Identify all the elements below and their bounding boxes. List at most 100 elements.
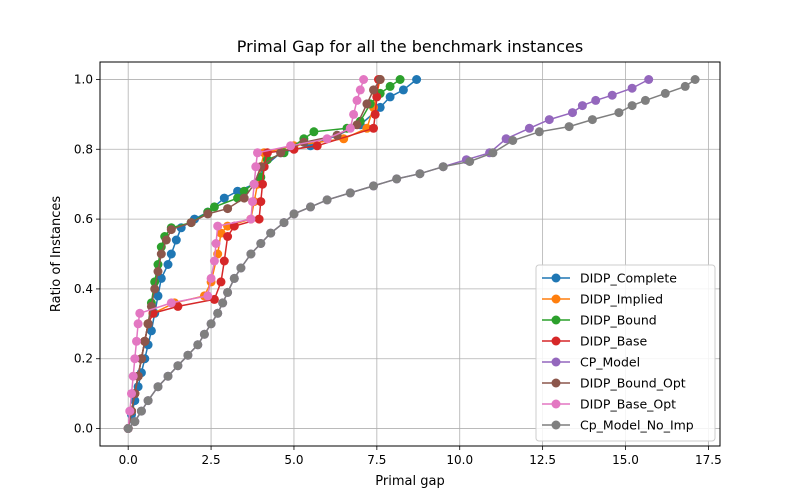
series-layer <box>123 75 700 433</box>
data-point <box>219 193 229 203</box>
data-point <box>206 319 216 329</box>
y-tick-label: 0.2 <box>74 352 93 366</box>
data-point <box>229 221 239 231</box>
data-point <box>132 336 141 346</box>
data-point <box>163 260 173 269</box>
data-point <box>438 162 448 172</box>
x-tick-label: 10.0 <box>446 453 473 467</box>
data-point <box>206 273 216 283</box>
data-point <box>398 85 408 95</box>
data-point <box>349 109 359 119</box>
data-point <box>218 298 228 308</box>
data-point <box>690 75 700 84</box>
data-point <box>143 319 153 329</box>
legend-marker <box>551 273 561 283</box>
data-point <box>276 148 286 158</box>
chart-title: Primal Gap for all the benchmark instanc… <box>237 37 583 56</box>
legend-marker <box>551 315 561 325</box>
data-point <box>156 273 166 283</box>
x-tick-label: 12.5 <box>529 453 556 467</box>
x-tick-label: 2.5 <box>202 453 221 467</box>
data-point <box>607 90 617 100</box>
data-point <box>415 169 425 179</box>
plot-frame <box>99 61 721 447</box>
data-point <box>660 88 670 98</box>
data-point <box>136 354 146 364</box>
data-point <box>161 235 171 245</box>
legend-label: DIDP_Bound_Opt <box>580 376 686 391</box>
x-axis-label: Primal gap <box>375 474 444 489</box>
legend-marker <box>551 378 561 388</box>
data-point <box>173 301 183 311</box>
x-axis: 0.0 2.5 5.0 7.5 10.0 12.5 15.0 17.5 <box>119 446 722 467</box>
legend-label: CP_Model <box>580 355 640 370</box>
legend-marker <box>551 420 561 430</box>
legend-marker <box>551 357 561 367</box>
data-point <box>213 308 223 318</box>
data-point <box>392 174 402 184</box>
y-axis-label: Ratio of Instances <box>49 196 64 312</box>
data-point <box>135 308 145 318</box>
legend-label: Cp_Model_No_Imp <box>580 418 694 433</box>
data-point <box>166 249 176 259</box>
data-point <box>249 179 259 189</box>
x-tick-label: 7.5 <box>367 453 386 467</box>
data-point <box>385 92 395 102</box>
data-point <box>412 75 422 84</box>
data-point <box>128 371 138 381</box>
data-point <box>627 101 637 111</box>
x-tick-label: 0.0 <box>119 453 138 467</box>
data-point <box>289 209 299 219</box>
data-point <box>375 75 385 84</box>
data-point <box>369 85 378 95</box>
data-point <box>156 249 166 259</box>
data-point <box>216 277 226 287</box>
data-point <box>564 122 574 132</box>
legend-label: DIDP_Bound <box>580 313 657 328</box>
data-point <box>130 354 140 364</box>
data-point <box>375 102 385 112</box>
data-point <box>312 141 322 151</box>
data-point <box>534 127 544 137</box>
data-point <box>279 218 289 228</box>
data-point <box>644 75 654 84</box>
data-point <box>256 197 266 207</box>
data-point <box>254 214 264 224</box>
data-point <box>640 95 650 105</box>
data-point <box>286 141 296 151</box>
data-point <box>246 249 256 259</box>
data-point <box>246 214 256 224</box>
data-point <box>186 218 196 228</box>
data-point <box>239 193 249 203</box>
data-point <box>253 148 262 158</box>
data-point <box>614 108 624 118</box>
y-tick-label: 1.0 <box>74 72 93 86</box>
data-point <box>587 115 597 125</box>
data-point <box>223 204 233 214</box>
y-tick-label: 0.6 <box>74 212 93 226</box>
data-point <box>136 406 146 416</box>
data-point <box>362 99 372 109</box>
data-point <box>309 127 319 137</box>
series-cp-model-no-imp <box>123 75 700 433</box>
legend-marker <box>551 294 561 304</box>
x-tick-label: 15.0 <box>612 453 639 467</box>
data-point <box>251 162 261 172</box>
legend-label: DIDP_Base_Opt <box>580 397 676 412</box>
data-point <box>193 340 203 350</box>
data-point <box>171 235 181 245</box>
y-tick-label: 0.0 <box>74 422 93 436</box>
data-point <box>127 389 136 399</box>
data-point <box>345 123 355 133</box>
legend-item: CP_Model <box>542 355 640 370</box>
data-point <box>143 396 153 406</box>
data-point <box>133 319 143 329</box>
legend-item: DIDP_Bound <box>542 313 657 328</box>
data-point <box>627 83 637 93</box>
x-tick-label: 17.5 <box>695 453 722 467</box>
data-point <box>233 186 243 196</box>
legend-box <box>535 264 716 442</box>
data-point <box>508 136 518 145</box>
data-point <box>223 232 233 241</box>
data-point <box>322 195 332 205</box>
